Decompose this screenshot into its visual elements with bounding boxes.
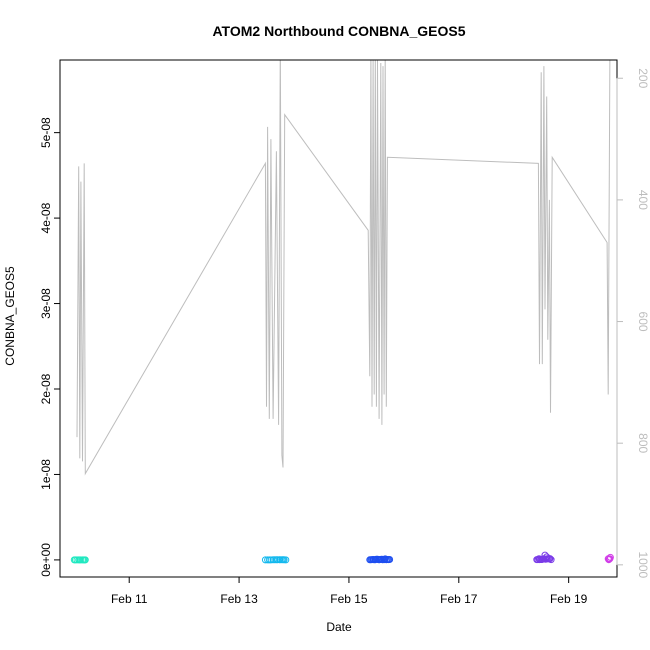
- plot-layer: [70, 60, 614, 564]
- data-point-s3-15: [546, 555, 554, 563]
- data-point-s3-16: [547, 556, 555, 564]
- data-point-s0-9: [81, 556, 89, 564]
- y-tick-label-1: 1e-08: [39, 459, 53, 490]
- y2-tick-label-2: 600: [636, 312, 650, 332]
- pressure-line: [76, 60, 611, 476]
- data-point-s3-19: [536, 556, 543, 564]
- y2-tick-label-3: 800: [636, 433, 650, 453]
- data-point-s2-21: [381, 556, 389, 564]
- y2-tick-label-4: 1000: [636, 551, 650, 578]
- plot-content: [70, 60, 614, 564]
- y-tick-label-5: 5e-08: [39, 117, 53, 148]
- x-tick-label-3: Feb 17: [440, 592, 478, 606]
- x-tick-label-1: Feb 13: [220, 592, 258, 606]
- data-point-s2-19: [370, 556, 378, 564]
- data-point-s1-13: [282, 556, 290, 564]
- y-axis-label: CONBNA_GEOS5: [3, 266, 17, 366]
- chart-title: ATOM2 Northbound CONBNA_GEOS5: [212, 23, 465, 39]
- y-tick-label-2: 2e-08: [39, 373, 53, 404]
- y-tick-label-0: 0e+00: [39, 543, 53, 577]
- x-axis-label: Date: [326, 620, 352, 634]
- y-tick-label-3: 3e-08: [39, 288, 53, 319]
- data-point-s4-4: [605, 556, 613, 564]
- y-tick-label-4: 4e-08: [39, 202, 53, 233]
- data-point-s2-18: [386, 556, 394, 563]
- x-tick-label-0: Feb 11: [111, 592, 148, 606]
- y2-tick-label-0: 200: [636, 68, 650, 88]
- axes-layer: 0e+00 1e-08 2e-08 3e-08 4e-08 5e-08 Feb 11 Feb …: [39, 68, 650, 606]
- data-point-s3-18: [538, 555, 546, 563]
- y2-tick-label-1: 400: [636, 190, 650, 210]
- x-tick-label-4: Feb 19: [550, 592, 588, 606]
- x-tick-label-2: Feb 15: [330, 592, 368, 606]
